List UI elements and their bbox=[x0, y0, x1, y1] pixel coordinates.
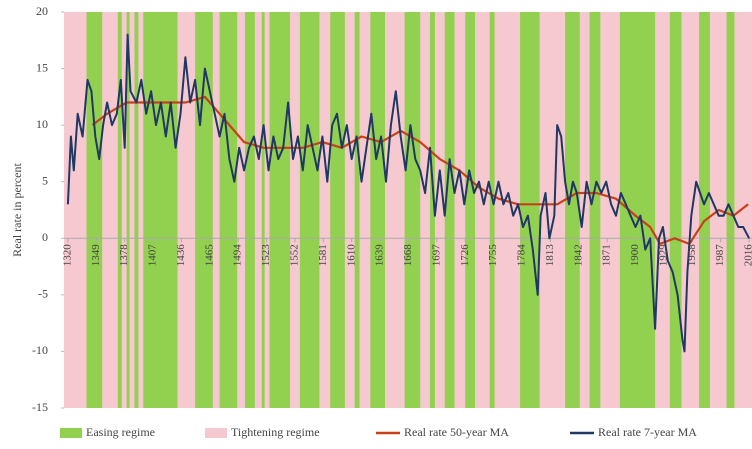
x-tick-label: 1581 bbox=[317, 244, 329, 266]
easing-band bbox=[299, 12, 320, 408]
series-lines bbox=[66, 33, 750, 353]
easing-band bbox=[404, 12, 421, 408]
easing-band bbox=[134, 12, 139, 408]
easing-band bbox=[117, 12, 122, 408]
x-tick-label: 1552 bbox=[288, 244, 300, 266]
easing-band bbox=[195, 12, 213, 408]
labels: -15 -10 -5 0 5 10 15 20 1320 1349 1378 1407 1436 1465… bbox=[32, 4, 752, 439]
x-tick-label: 1697 bbox=[430, 244, 442, 266]
y-tick-label: 5 bbox=[42, 173, 48, 187]
easing-band bbox=[565, 12, 580, 408]
easing-band bbox=[126, 12, 130, 408]
easing-band bbox=[465, 12, 476, 408]
y-tick-label: -15 bbox=[32, 400, 48, 414]
x-tick-label: 1436 bbox=[175, 244, 187, 266]
x-tick-label: 1726 bbox=[459, 244, 471, 266]
x-tick-label: 1668 bbox=[402, 244, 414, 266]
x-tick-label: 1900 bbox=[629, 244, 641, 266]
y-tick-label: 20 bbox=[36, 4, 48, 18]
easing-band bbox=[219, 12, 238, 408]
x-tick-label: 1958 bbox=[686, 244, 698, 266]
x-tick-label: 1813 bbox=[544, 244, 556, 266]
x-tick-label: 1349 bbox=[90, 244, 102, 266]
x-tick-label: 1842 bbox=[572, 244, 584, 266]
easing-band bbox=[330, 12, 345, 408]
easing-band bbox=[699, 12, 710, 408]
easing-band bbox=[261, 12, 265, 408]
x-tick-label: 1871 bbox=[601, 244, 613, 266]
x-tick-label: 1465 bbox=[203, 244, 215, 266]
easing-band bbox=[143, 12, 178, 408]
regime-bands bbox=[64, 12, 752, 408]
legend-swatch bbox=[60, 428, 82, 438]
easing-band bbox=[370, 12, 386, 408]
easing-band bbox=[520, 12, 540, 408]
axes bbox=[61, 11, 752, 409]
x-tick-label: 1784 bbox=[516, 244, 528, 266]
x-tick-label: 1494 bbox=[232, 244, 244, 266]
legend-label: Tightening regime bbox=[231, 425, 320, 439]
y-tick-label: 15 bbox=[36, 60, 48, 74]
x-tick-label: 1639 bbox=[374, 244, 386, 266]
x-tick-label: 1378 bbox=[118, 244, 130, 267]
x-tick-label: 1610 bbox=[345, 244, 357, 266]
legend-swatch bbox=[205, 428, 227, 438]
x-tick-label: 1929 bbox=[657, 244, 669, 266]
legend-label: Real rate 50-year MA bbox=[404, 425, 509, 439]
easing-band bbox=[269, 12, 291, 408]
y-tick-label: 10 bbox=[36, 117, 48, 131]
x-tick-label: 2016 bbox=[743, 244, 752, 266]
easing-band bbox=[589, 12, 601, 408]
easing-band bbox=[86, 12, 103, 408]
x-tick-label: 1987 bbox=[714, 244, 726, 266]
x-tick-label: 1523 bbox=[260, 244, 272, 266]
easing-band bbox=[669, 12, 682, 408]
legend-label: Real rate 7-year MA bbox=[598, 425, 697, 439]
easing-band bbox=[489, 12, 495, 408]
y-tick-label: -10 bbox=[32, 343, 48, 357]
y-axis-label: Real rate in percent bbox=[10, 163, 24, 257]
x-tick-label: 1755 bbox=[487, 244, 499, 266]
easing-band bbox=[619, 12, 656, 408]
x-tick-label: 1407 bbox=[147, 244, 159, 266]
easing-band bbox=[354, 12, 360, 408]
y-tick-label: 0 bbox=[42, 230, 48, 244]
easing-band bbox=[245, 12, 255, 408]
series-line bbox=[66, 33, 750, 353]
easing-band bbox=[430, 12, 435, 408]
y-tick-label: -5 bbox=[38, 287, 48, 301]
easing-band bbox=[444, 12, 455, 408]
legend-label: Easing regime bbox=[86, 425, 155, 439]
x-tick-label: 1320 bbox=[61, 244, 73, 266]
